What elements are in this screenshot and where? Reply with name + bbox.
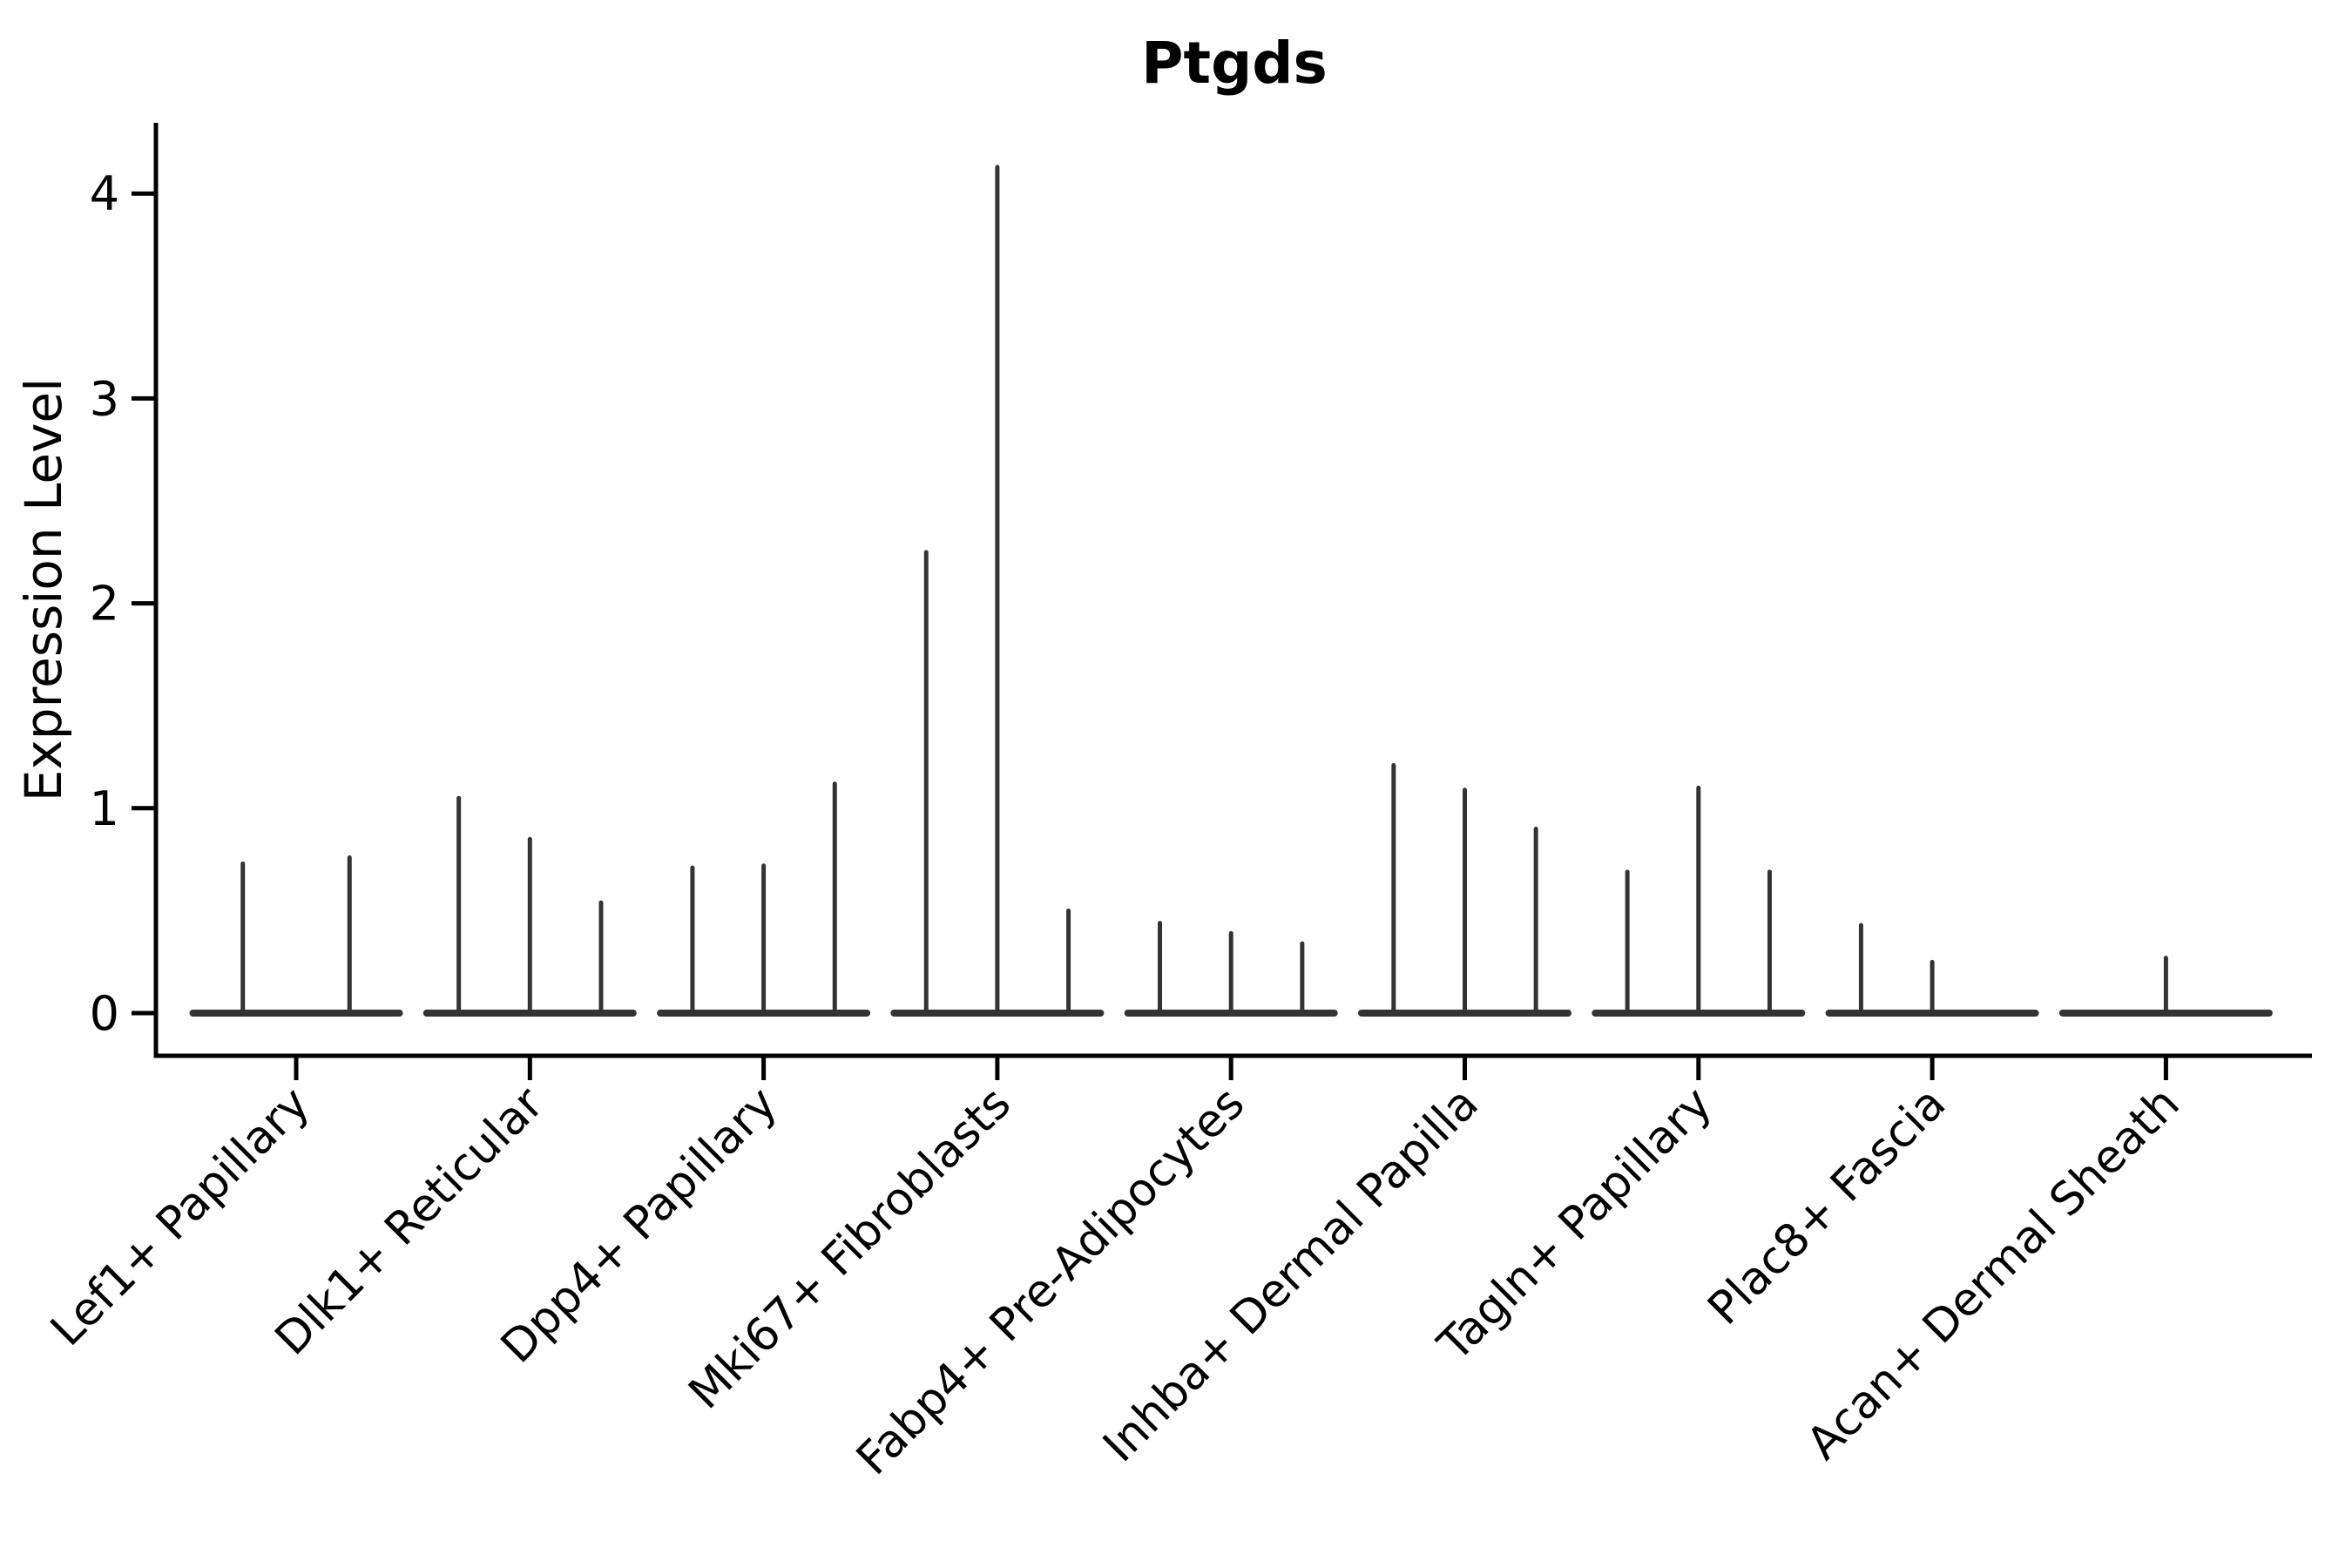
y-axis-label: Expression Level xyxy=(14,378,73,801)
violin-spike xyxy=(923,550,929,1013)
violin-spike xyxy=(1391,763,1396,1013)
axes-layer xyxy=(132,123,2312,1080)
y-tick-label: 4 xyxy=(90,166,119,221)
violin-spike xyxy=(1463,787,1467,1013)
violin-spike xyxy=(2163,956,2168,1013)
x-tick-label: Lef1+ Papillary xyxy=(41,1078,320,1356)
violin-spike xyxy=(527,836,532,1013)
violin-spike xyxy=(690,865,695,1013)
violin-spike xyxy=(1300,941,1305,1013)
violin-spike xyxy=(761,863,767,1013)
violin-spike xyxy=(598,900,604,1013)
violin-spike xyxy=(995,165,1000,1014)
violin-spike xyxy=(1930,959,1935,1013)
violin-spike xyxy=(1696,785,1701,1013)
violin-spike xyxy=(832,781,837,1013)
violin-spike xyxy=(240,861,246,1013)
y-tick-label: 2 xyxy=(90,577,119,632)
violin-baseline xyxy=(189,1010,403,1017)
x-tick-label: Acan+ Dermal Sheath xyxy=(1797,1078,2190,1470)
violin-spike xyxy=(1767,869,1772,1013)
violin-spike xyxy=(1625,869,1630,1013)
y-tick-label: 3 xyxy=(90,371,119,426)
x-tick-label: Inhba+ Dermal Papilla xyxy=(1093,1078,1488,1472)
chart-title: Ptgds xyxy=(1141,30,1328,97)
violin-spike xyxy=(1858,923,1863,1013)
y-tick-label: 1 xyxy=(90,781,119,836)
violin-spike xyxy=(1066,909,1071,1013)
violins-layer xyxy=(189,165,2273,1017)
x-tick-label: Fabp4+ Pre-Adipocytes xyxy=(847,1078,1254,1485)
violin-spike xyxy=(456,795,462,1013)
violin-spike xyxy=(1158,921,1163,1013)
y-tick-label: 0 xyxy=(90,986,119,1041)
violin-spike xyxy=(1533,826,1538,1013)
x-tick-label: Plac8+ Fascia xyxy=(1698,1078,1956,1335)
violin-spike xyxy=(1228,930,1233,1013)
violin-spike xyxy=(347,855,352,1013)
